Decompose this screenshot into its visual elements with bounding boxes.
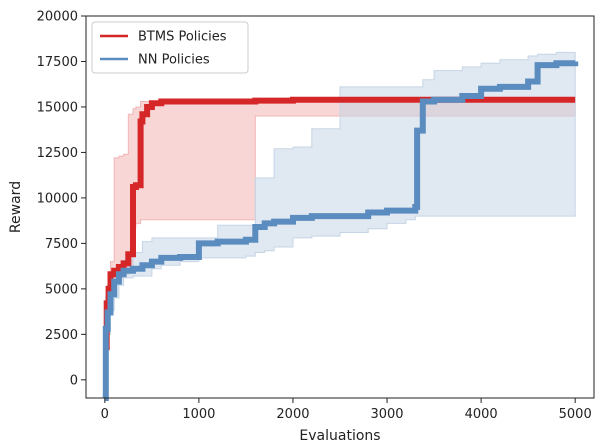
x-axis-ticks: 0 1000 2000 3000 4000 5000 (101, 398, 592, 422)
y-tick-label: 12500 (37, 146, 78, 161)
y-tick-label: 2500 (45, 328, 78, 343)
legend-label-1: NN Policies (138, 53, 210, 68)
y-axis-label: Reward (8, 181, 24, 233)
x-tick-label: 3000 (370, 407, 403, 422)
confidence-bands (104, 51, 576, 399)
legend-label-0: BTMS Policies (138, 30, 227, 45)
y-tick-label: 10000 (37, 191, 78, 206)
x-axis-label: Evaluations (299, 428, 380, 443)
y-tick-label: 5000 (45, 282, 78, 297)
x-tick-label: 2000 (276, 407, 309, 422)
y-tick-label: 7500 (45, 237, 78, 252)
y-tick-label: 0 (70, 373, 78, 388)
x-tick-label: 5000 (559, 407, 592, 422)
plot-frame (85, 15, 595, 399)
y-tick-label: 15000 (37, 100, 78, 115)
y-tick-label: 17500 (37, 55, 78, 70)
legend: BTMS Policies NN Policies (91, 21, 249, 74)
y-tick-label: 20000 (37, 10, 78, 25)
series-line-0 (103, 96, 576, 351)
legend-box (91, 21, 249, 74)
x-tick-label: 4000 (465, 407, 498, 422)
series-line-1 (102, 60, 579, 401)
x-tick-label: 1000 (182, 407, 215, 422)
band-1 (104, 51, 576, 399)
series-lines (102, 60, 579, 401)
x-tick-label: 0 (101, 407, 109, 422)
y-axis-ticks: 0 2500 5000 7500 10000 12500 15000 17500 20000 (37, 10, 86, 388)
